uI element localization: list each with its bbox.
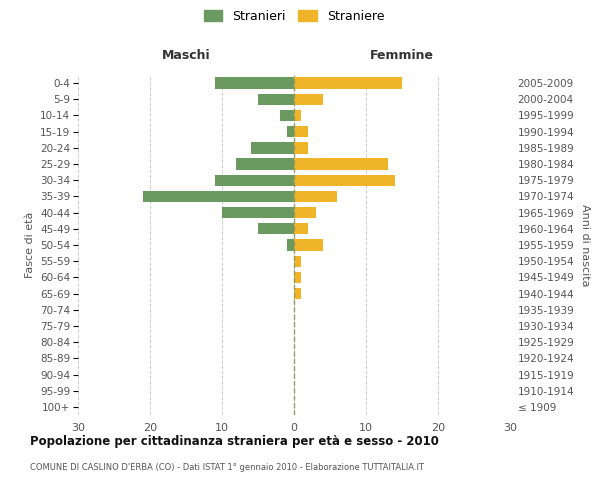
Bar (294, 272, 301, 283)
Bar (287, 126, 294, 138)
Legend: Stranieri, Straniere: Stranieri, Straniere (199, 5, 389, 28)
Bar (215, 78, 294, 89)
Bar (294, 256, 301, 267)
Text: COMUNE DI CASLINO D'ERBA (CO) - Dati ISTAT 1° gennaio 2010 - Elaborazione TUTTAI: COMUNE DI CASLINO D'ERBA (CO) - Dati IST… (30, 462, 424, 471)
Bar (251, 142, 294, 154)
Bar (287, 240, 294, 250)
Bar (222, 207, 294, 218)
Bar (294, 78, 402, 89)
Bar (294, 142, 308, 154)
Bar (294, 223, 308, 234)
Bar (294, 158, 388, 170)
Bar (258, 223, 294, 234)
Text: Maschi: Maschi (161, 49, 211, 62)
Bar (294, 207, 316, 218)
Bar (143, 191, 294, 202)
Bar (236, 158, 294, 170)
Bar (294, 288, 301, 299)
Y-axis label: Fasce di età: Fasce di età (25, 212, 35, 278)
Bar (215, 174, 294, 186)
Bar (294, 191, 337, 202)
Text: Popolazione per cittadinanza straniera per età e sesso - 2010: Popolazione per cittadinanza straniera p… (30, 435, 439, 448)
Text: Femmine: Femmine (370, 49, 434, 62)
Bar (294, 174, 395, 186)
Bar (294, 94, 323, 105)
Bar (294, 240, 323, 250)
Bar (294, 126, 308, 138)
Bar (294, 110, 301, 121)
Bar (280, 110, 294, 121)
Bar (258, 94, 294, 105)
Y-axis label: Anni di nascita: Anni di nascita (580, 204, 590, 286)
